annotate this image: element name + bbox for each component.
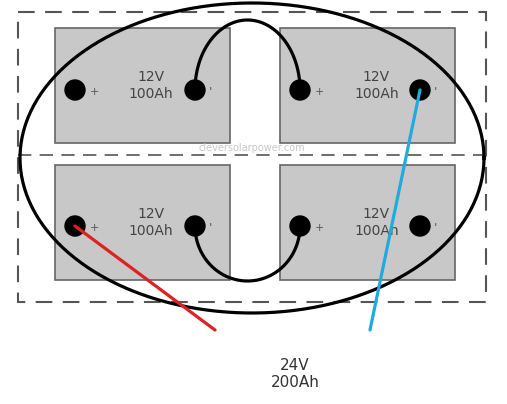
Circle shape: [185, 80, 205, 100]
Text: 12V
100Ah: 12V 100Ah: [354, 70, 399, 101]
Text: 24V
200Ah: 24V 200Ah: [271, 358, 319, 390]
Text: +: +: [90, 87, 99, 97]
Text: +: +: [90, 223, 99, 233]
Text: 12V
100Ah: 12V 100Ah: [354, 207, 399, 238]
Text: ': ': [434, 221, 438, 234]
Circle shape: [185, 216, 205, 236]
Bar: [55, 165, 230, 280]
Circle shape: [65, 80, 85, 100]
Text: 12V
100Ah: 12V 100Ah: [129, 70, 173, 101]
Bar: [18, 12, 486, 302]
Text: 12V
100Ah: 12V 100Ah: [129, 207, 173, 238]
Text: +: +: [315, 223, 324, 233]
Text: ': ': [209, 221, 212, 234]
Bar: [55, 28, 230, 143]
Circle shape: [410, 80, 430, 100]
Text: cleversolarpower.com: cleversolarpower.com: [199, 143, 305, 153]
Circle shape: [410, 216, 430, 236]
Text: +: +: [315, 87, 324, 97]
Text: ': ': [434, 86, 438, 99]
Circle shape: [290, 216, 310, 236]
Bar: [280, 165, 455, 280]
Circle shape: [290, 80, 310, 100]
Circle shape: [65, 216, 85, 236]
Bar: [280, 28, 455, 143]
Text: ': ': [209, 86, 212, 99]
